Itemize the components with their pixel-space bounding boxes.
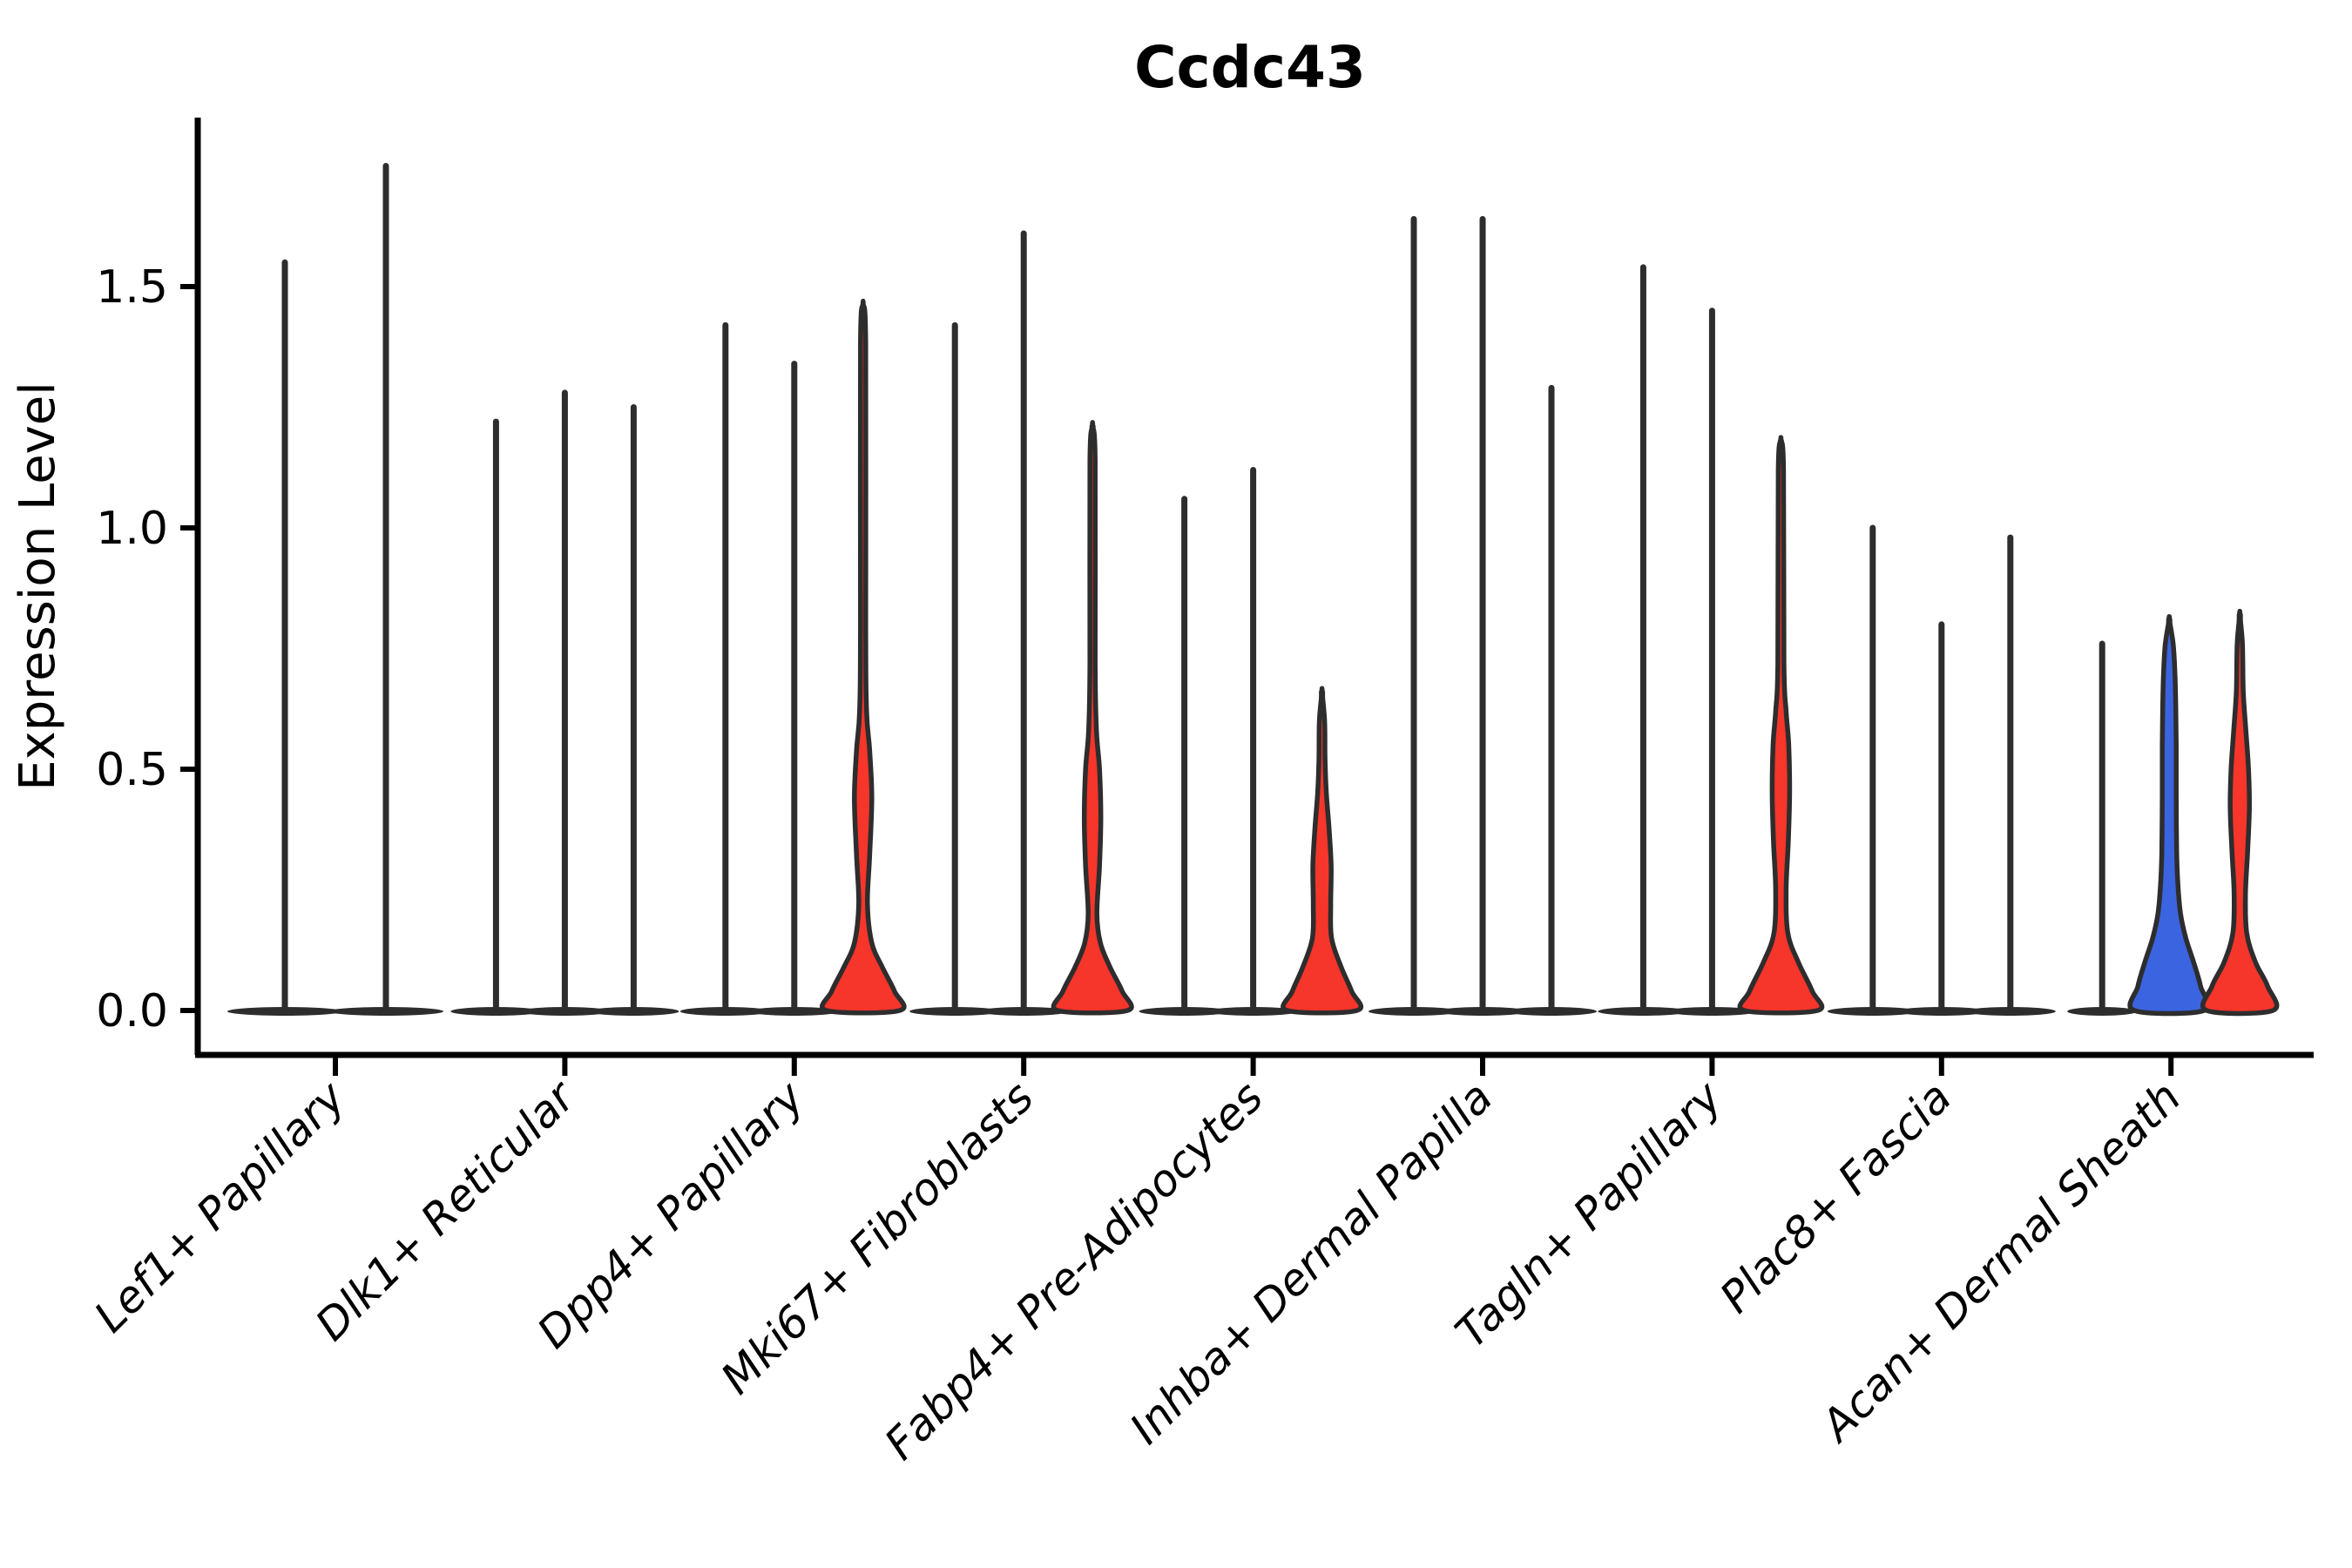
x-tick-label: Fabp4+ Pre-Adipocytes [875, 1071, 1274, 1470]
violin-9-3 [2200, 608, 2280, 1017]
violin-2-3 [588, 404, 679, 1016]
violin-8-1 [1827, 524, 1918, 1016]
violin-2-2 [519, 389, 611, 1016]
violin-4-2 [978, 230, 1070, 1016]
violin-6-1 [1369, 215, 1459, 1016]
violin-7-2 [1666, 308, 1758, 1016]
y-axis-title: Expression Level [10, 382, 66, 791]
violin-body-red [820, 298, 907, 1016]
y-tick-labels: 0.0 0.5 1.0 1.5 [96, 261, 168, 1037]
chart-title: Ccdc43 [1134, 34, 1366, 101]
violin-6-2 [1437, 215, 1528, 1016]
violin-body-red [1281, 686, 1364, 1016]
violin-8-3 [1964, 534, 2056, 1016]
x-tick-label: Acan+ Dermal Sheath [1810, 1071, 2191, 1452]
violin-body-blue [2127, 614, 2211, 1017]
y-tick-label: 1.5 [96, 261, 168, 314]
violin-7-1 [1598, 264, 1689, 1016]
violin-3-1 [679, 321, 771, 1016]
violin-8-2 [1896, 621, 1987, 1016]
violin-1-2 [328, 163, 443, 1016]
violin-body-red [2200, 608, 2280, 1017]
violin-5-2 [1207, 467, 1299, 1016]
violin-9-1 [2067, 640, 2138, 1016]
violin-3-3 [820, 298, 907, 1016]
violin-9-2 [2127, 614, 2211, 1017]
violin-4-3 [1051, 420, 1134, 1016]
violin-body-red [1737, 435, 1825, 1016]
y-tick-label: 0.0 [96, 985, 168, 1037]
violin-body-red [1051, 420, 1134, 1016]
x-tick-label: Plac8+ Fascia [1710, 1071, 1961, 1322]
axes [180, 118, 2314, 1076]
x-tick-label: Lef1+ Papillary [84, 1071, 355, 1342]
violin-5-1 [1139, 496, 1230, 1016]
x-tick-label: Inhba+ Dermal Papilla [1120, 1071, 1502, 1453]
violin-6-3 [1506, 384, 1597, 1016]
y-tick-label: 0.5 [96, 744, 168, 796]
violin-1-1 [227, 259, 342, 1016]
y-tick-label: 1.0 [96, 503, 168, 555]
violin-5-3 [1281, 686, 1364, 1016]
violin-4-1 [909, 321, 1001, 1016]
violin-2-1 [450, 418, 542, 1016]
violin-3-2 [748, 361, 840, 1016]
violin-7-3 [1737, 435, 1825, 1016]
violins-layer [227, 163, 2280, 1017]
